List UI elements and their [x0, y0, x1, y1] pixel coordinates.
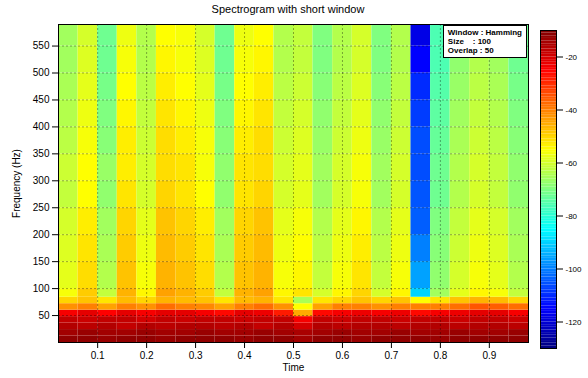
svg-text:50: 50 — [38, 310, 50, 321]
svg-text:-80: -80 — [566, 212, 578, 221]
svg-text:0.1: 0.1 — [91, 350, 105, 361]
svg-text:0.6: 0.6 — [336, 350, 350, 361]
svg-text:-20: -20 — [566, 53, 578, 62]
svg-text:300: 300 — [33, 175, 50, 186]
svg-text:-60: -60 — [566, 159, 578, 168]
svg-text:100: 100 — [33, 283, 50, 294]
html-text:Spectrogram with short window: Spectrogram with short window — [211, 3, 365, 15]
svg-text:400: 400 — [33, 121, 50, 132]
svg-text:-40: -40 — [566, 106, 578, 115]
svg-text:350: 350 — [33, 148, 50, 159]
svg-text:0.2: 0.2 — [140, 350, 154, 361]
svg-text:0.8: 0.8 — [433, 350, 447, 361]
svg-text:0.7: 0.7 — [384, 350, 398, 361]
svg-text:0.5: 0.5 — [287, 350, 301, 361]
svg-text:450: 450 — [33, 94, 50, 105]
svg-text:-120: -120 — [566, 318, 583, 327]
svg-text:150: 150 — [33, 256, 50, 267]
html-text:Window : Hamming Size : 100 Ov: Window : Hamming Size : 100 Overlap : 50 — [447, 28, 522, 55]
svg-text:Time: Time — [283, 362, 305, 373]
svg-text:Frequency (Hz): Frequency (Hz) — [11, 149, 22, 218]
svg-text:550: 550 — [33, 40, 50, 51]
svg-text:0.4: 0.4 — [238, 350, 252, 361]
svg-text:-100: -100 — [566, 265, 583, 274]
svg-text:0.3: 0.3 — [189, 350, 203, 361]
svg-text:0.9: 0.9 — [482, 350, 496, 361]
svg-text:500: 500 — [33, 67, 50, 78]
svg-text:200: 200 — [33, 229, 50, 240]
svg-text:250: 250 — [33, 202, 50, 213]
